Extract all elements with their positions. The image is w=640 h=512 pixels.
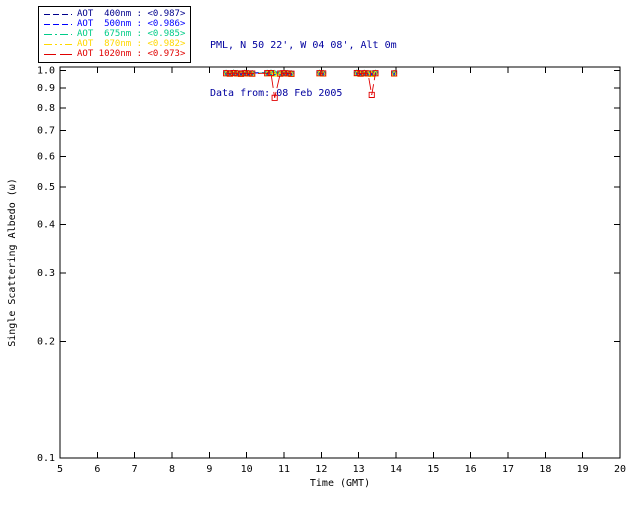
y-tick-label: 0.2 xyxy=(37,336,55,347)
y-tick-label: 0.6 xyxy=(37,151,55,162)
x-tick-label: 18 xyxy=(539,464,551,475)
y-axis-label: Single Scattering Albedo (ω) xyxy=(7,178,18,347)
y-tick-label: 0.3 xyxy=(37,268,55,279)
date-info: Data from: 08 Feb 2005 xyxy=(210,88,343,99)
x-tick-label: 10 xyxy=(241,464,253,475)
legend-entry: AOT 400nm : <0.987> xyxy=(43,9,185,19)
x-tick-label: 7 xyxy=(132,464,138,475)
x-axis-label: Time (GMT) xyxy=(310,478,370,489)
plot-header: PML, N 50 22', W 04 08', Alt 0m Data fro… xyxy=(210,6,397,134)
x-tick-label: 20 xyxy=(614,464,626,475)
station-info: PML, N 50 22', W 04 08', Alt 0m xyxy=(210,40,397,51)
y-tick-label: 1.0 xyxy=(37,65,55,76)
y-tick-label: 0.9 xyxy=(37,83,55,94)
legend-entry-label: AOT 1020nm : <0.973> xyxy=(77,49,186,59)
x-tick-label: 17 xyxy=(502,464,514,475)
x-tick-label: 19 xyxy=(577,464,589,475)
legend-line-sample xyxy=(44,43,72,45)
y-tick-label: 0.8 xyxy=(37,103,55,114)
legend-entry: AOT 1020nm : <0.973> xyxy=(43,49,185,59)
legend-entry: AOT 870nm : <0.982> xyxy=(43,39,185,49)
x-tick-label: 16 xyxy=(465,464,477,475)
x-tick-label: 6 xyxy=(94,464,100,475)
legend-entry-label: AOT 500nm : <0.986> xyxy=(77,19,186,29)
plot-area xyxy=(59,66,621,459)
series-markers xyxy=(223,69,398,101)
x-tick-label: 9 xyxy=(206,464,212,475)
x-tick-label: 15 xyxy=(427,464,439,475)
y-tick-label: 0.1 xyxy=(37,453,55,464)
x-tick-label: 5 xyxy=(57,464,63,475)
legend-line-sample xyxy=(44,53,72,55)
legend-entry: AOT 675nm : <0.985> xyxy=(43,29,185,39)
legend-entry-label: AOT 675nm : <0.985> xyxy=(77,29,186,39)
tick-labels: 5 6 7 8 9 10 11 12 13 14 15 16 17 18 19 20 1.0 0.9 0.8 0.7 0… xyxy=(37,65,626,475)
y-tick-label: 0.7 xyxy=(37,126,55,137)
x-tick-label: 13 xyxy=(353,464,365,475)
x-tick-label: 11 xyxy=(278,464,290,475)
y-tick-label: 0.4 xyxy=(37,220,55,231)
x-tick-label: 8 xyxy=(169,464,175,475)
legend-entry-label: AOT 870nm : <0.982> xyxy=(77,39,186,49)
series-aot-1020nm xyxy=(223,69,398,101)
legend-line-sample xyxy=(44,23,72,25)
y-ticks xyxy=(60,69,620,459)
series-line xyxy=(356,72,376,95)
legend: AOT 400nm : <0.987> AOT 500nm : <0.986> AO… xyxy=(38,6,192,63)
x-tick-label: 12 xyxy=(315,464,327,475)
legend-entry: AOT 500nm : <0.986> xyxy=(43,19,185,29)
legend-entry-label: AOT 400nm : <0.987> xyxy=(77,9,186,19)
x-tick-label: 14 xyxy=(390,464,402,475)
legend-line-sample xyxy=(44,33,72,35)
y-tick-label: 0.5 xyxy=(37,182,55,193)
legend-line-sample xyxy=(44,13,72,15)
